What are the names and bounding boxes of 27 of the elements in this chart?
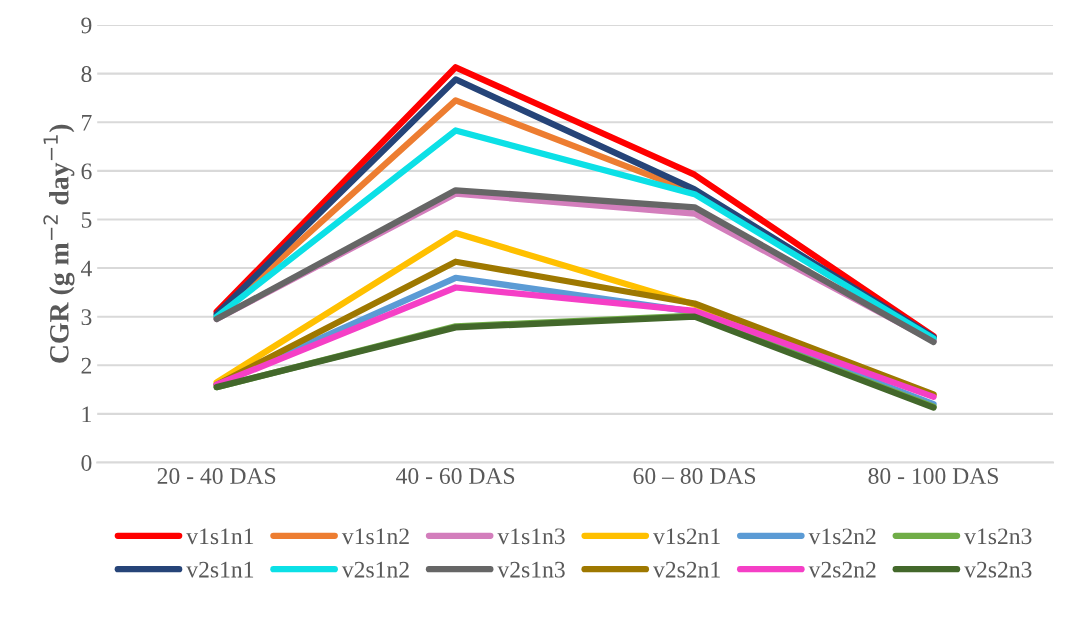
x-tick-label: 60 – 80 DAS (633, 468, 756, 484)
x-tick-label: 20 - 40 DAS (157, 468, 276, 484)
y-tick-label: 3 (81, 309, 92, 326)
legend-label: v1s1n1 (186, 528, 254, 545)
y-tick-label: 0 (81, 454, 92, 471)
legend-label: v2s2n3 (964, 561, 1032, 578)
y-axis-title: CGR (g m$^{−2}$ day$^{−1}$) (43, 124, 75, 363)
y-tick-label: 2 (81, 357, 92, 374)
y-tick-label: 1 (82, 406, 91, 423)
legend-label: v1s1n2 (341, 528, 409, 545)
legend-label: v2s2n2 (808, 561, 876, 578)
legend-label: v2s1n1 (186, 561, 254, 578)
y-tick-label: 6 (81, 163, 92, 180)
x-tick-label: 40 - 60 DAS (396, 468, 515, 484)
legend-label: v1s2n3 (964, 528, 1032, 545)
legend-label: v1s2n1 (653, 528, 720, 545)
legend-label: v2s2n1 (653, 561, 720, 578)
legend-label: v1s1n3 (497, 528, 565, 545)
legend-label: v2s1n3 (497, 561, 565, 578)
x-tick-label: 80 - 100 DAS (868, 468, 998, 484)
y-tick-label: 4 (80, 260, 92, 277)
y-tick-label: 5 (81, 212, 92, 228)
legend-label: v2s1n2 (341, 561, 409, 578)
y-tick-label: 8 (81, 66, 92, 83)
y-tick-label: 7 (82, 114, 92, 131)
y-tick-label: 9 (81, 17, 92, 34)
legend-label: v1s2n2 (808, 528, 876, 545)
